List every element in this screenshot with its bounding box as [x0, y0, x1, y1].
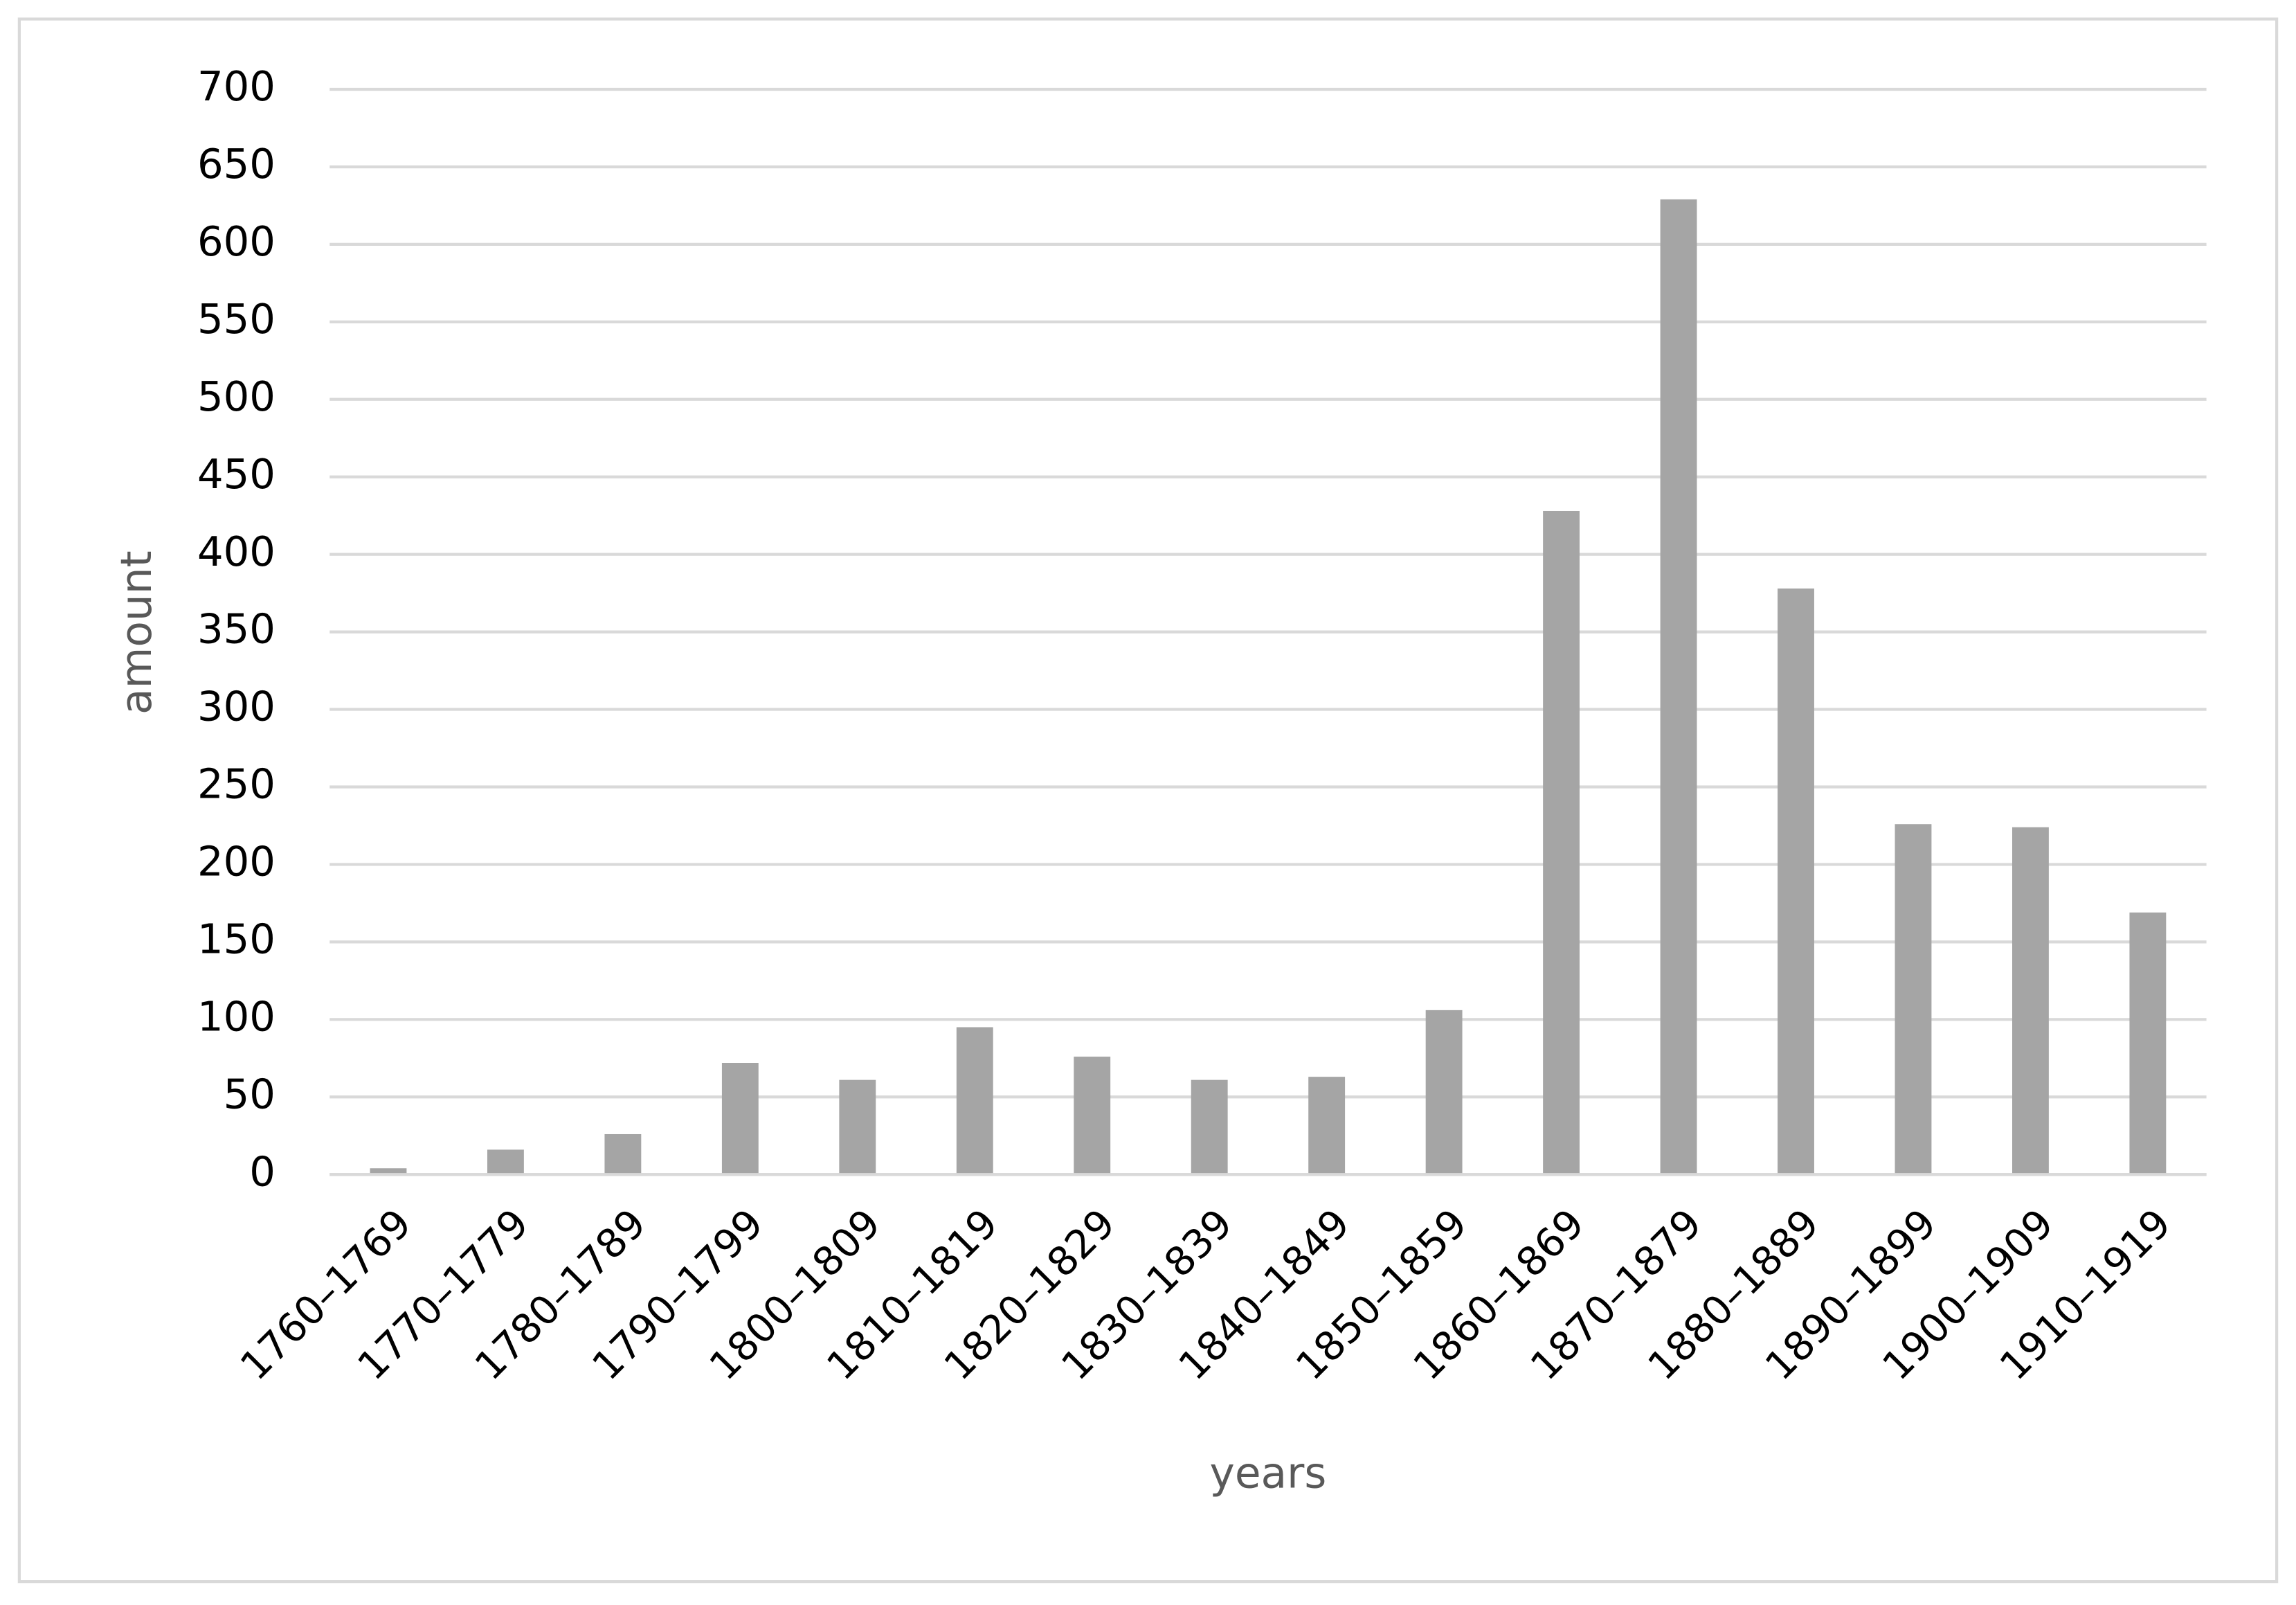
y-tick-label: 100: [197, 992, 275, 1040]
bar: [604, 1133, 642, 1175]
bar: [1308, 1077, 1346, 1175]
bar: [1778, 588, 1814, 1175]
bar: [1074, 1057, 1111, 1175]
bar: [1191, 1079, 1228, 1175]
bar: [2129, 912, 2167, 1175]
y-tick-label: 650: [197, 140, 275, 188]
y-tick-label: 150: [197, 915, 275, 962]
y-axis-title: amount: [112, 550, 161, 715]
y-tick-label: 600: [197, 217, 275, 265]
y-tick-label: 450: [197, 450, 275, 498]
bar: [839, 1079, 876, 1175]
y-tick-label: 250: [197, 760, 275, 808]
bar: [487, 1149, 524, 1175]
bar: [956, 1027, 993, 1175]
y-tick-label: 700: [197, 62, 275, 110]
bar: [2012, 827, 2049, 1175]
y-tick-label: 50: [224, 1070, 275, 1118]
y-tick-label: 200: [197, 838, 275, 886]
y-tick-label: 300: [197, 683, 275, 730]
chart-border: [17, 17, 2279, 1584]
bar: [721, 1063, 759, 1175]
y-tick-label: 0: [249, 1147, 275, 1195]
y-tick-label: 550: [197, 295, 275, 343]
x-axis-title: years: [1210, 1449, 1327, 1498]
bar: [1543, 510, 1580, 1175]
y-tick-label: 350: [197, 605, 275, 653]
y-tick-label: 500: [197, 373, 275, 420]
bar: [370, 1168, 407, 1175]
bar: [1425, 1010, 1463, 1175]
bar: [1660, 199, 1697, 1175]
bar: [1895, 824, 1932, 1175]
y-tick-label: 400: [197, 528, 275, 575]
